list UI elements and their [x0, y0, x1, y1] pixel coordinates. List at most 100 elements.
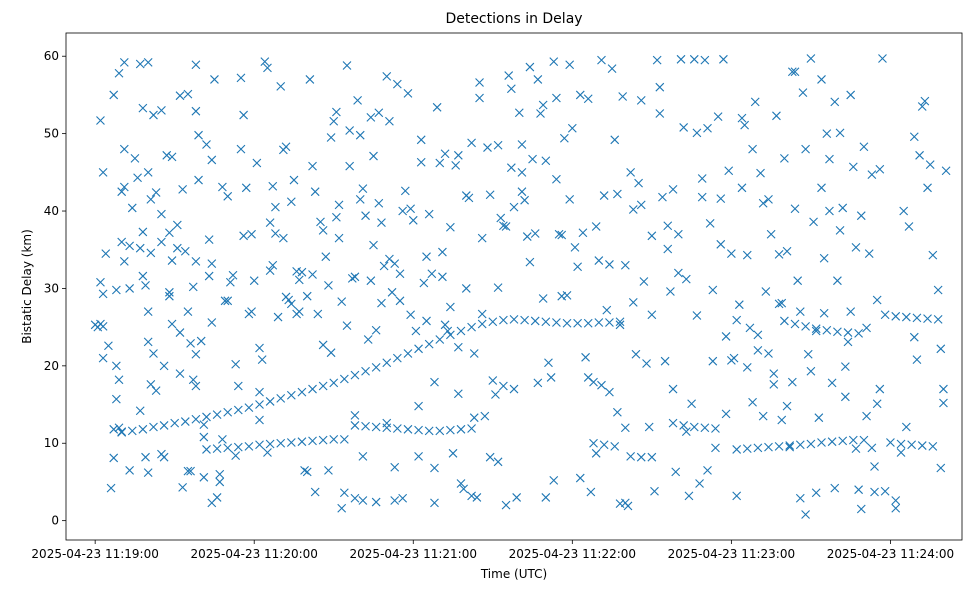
data-point [774, 299, 784, 309]
data-point [284, 295, 294, 305]
data-point [612, 407, 622, 417]
data-point [758, 198, 768, 208]
data-point [329, 116, 339, 126]
data-point [798, 88, 808, 97]
data-point [332, 107, 341, 117]
data-point [445, 425, 455, 435]
data-point [223, 407, 233, 417]
data-point [273, 312, 283, 322]
data-point [801, 144, 810, 154]
data-point [350, 421, 360, 430]
data-point [692, 311, 702, 320]
data-point [125, 284, 135, 293]
data-point [350, 272, 360, 282]
data-point [848, 162, 858, 172]
data-point [119, 256, 129, 266]
data-point [493, 283, 503, 293]
data-point [117, 187, 127, 197]
data-point [236, 73, 246, 83]
data-point [758, 411, 768, 421]
data-point [936, 344, 946, 354]
data-point [692, 128, 702, 138]
data-point [125, 465, 135, 475]
data-point [875, 164, 885, 174]
data-point [891, 311, 901, 321]
data-point [286, 438, 296, 447]
data-point [172, 243, 182, 253]
data-point [612, 189, 622, 199]
data-point [342, 321, 352, 330]
data-point [578, 228, 588, 238]
data-point [149, 110, 158, 120]
data-point [175, 369, 185, 378]
data-point [191, 414, 201, 424]
data-point [917, 102, 927, 111]
data-point [811, 324, 821, 334]
data-point [583, 318, 593, 328]
data-point [218, 182, 227, 192]
data-point [382, 71, 392, 81]
data-point [822, 325, 832, 335]
data-point [875, 384, 885, 394]
data-point [907, 440, 917, 450]
data-point [403, 88, 413, 98]
data-point [647, 310, 657, 320]
data-point [191, 256, 201, 266]
data-point [228, 270, 238, 280]
data-point [554, 229, 564, 239]
data-point [263, 63, 272, 73]
data-point [326, 348, 336, 358]
data-point [403, 349, 413, 358]
data-point [162, 150, 172, 160]
data-point [737, 113, 747, 123]
data-point [599, 191, 609, 200]
data-point [658, 192, 667, 202]
data-point [673, 229, 683, 239]
data-point [867, 170, 877, 180]
data-point [777, 298, 787, 308]
data-point [366, 112, 376, 122]
data-point [520, 195, 529, 205]
data-point [159, 452, 169, 462]
data-point [241, 183, 251, 193]
data-point [814, 413, 824, 423]
data-point [231, 359, 241, 369]
data-point [204, 235, 214, 245]
data-point [111, 394, 121, 404]
data-point [96, 116, 105, 125]
data-point [676, 54, 686, 64]
data-point [218, 434, 227, 444]
data-point [286, 197, 296, 207]
data-point [928, 441, 938, 451]
data-point [753, 443, 763, 453]
data-point [255, 343, 264, 353]
data-point [453, 389, 463, 399]
data-point [392, 79, 402, 89]
data-point [207, 318, 217, 327]
data-point [827, 437, 837, 447]
data-point [570, 243, 580, 252]
data-point [753, 345, 763, 355]
data-point [806, 439, 816, 449]
data-point [920, 96, 930, 106]
data-point [615, 320, 625, 330]
data-point [146, 248, 156, 258]
data-point [795, 493, 805, 503]
data-point [416, 157, 426, 167]
data-point [127, 203, 137, 213]
data-point [475, 93, 484, 103]
data-point [843, 337, 853, 347]
data-point [289, 175, 299, 185]
data-point [268, 260, 278, 270]
data-point [422, 316, 431, 326]
data-point [329, 378, 339, 388]
data-point [416, 135, 426, 145]
data-point [427, 269, 437, 279]
y-tick-label: 20 [44, 359, 59, 373]
data-point [538, 294, 548, 303]
data-point [512, 493, 522, 502]
data-point [143, 58, 153, 67]
data-point [138, 227, 148, 237]
data-point [703, 123, 712, 133]
data-point [774, 249, 784, 259]
